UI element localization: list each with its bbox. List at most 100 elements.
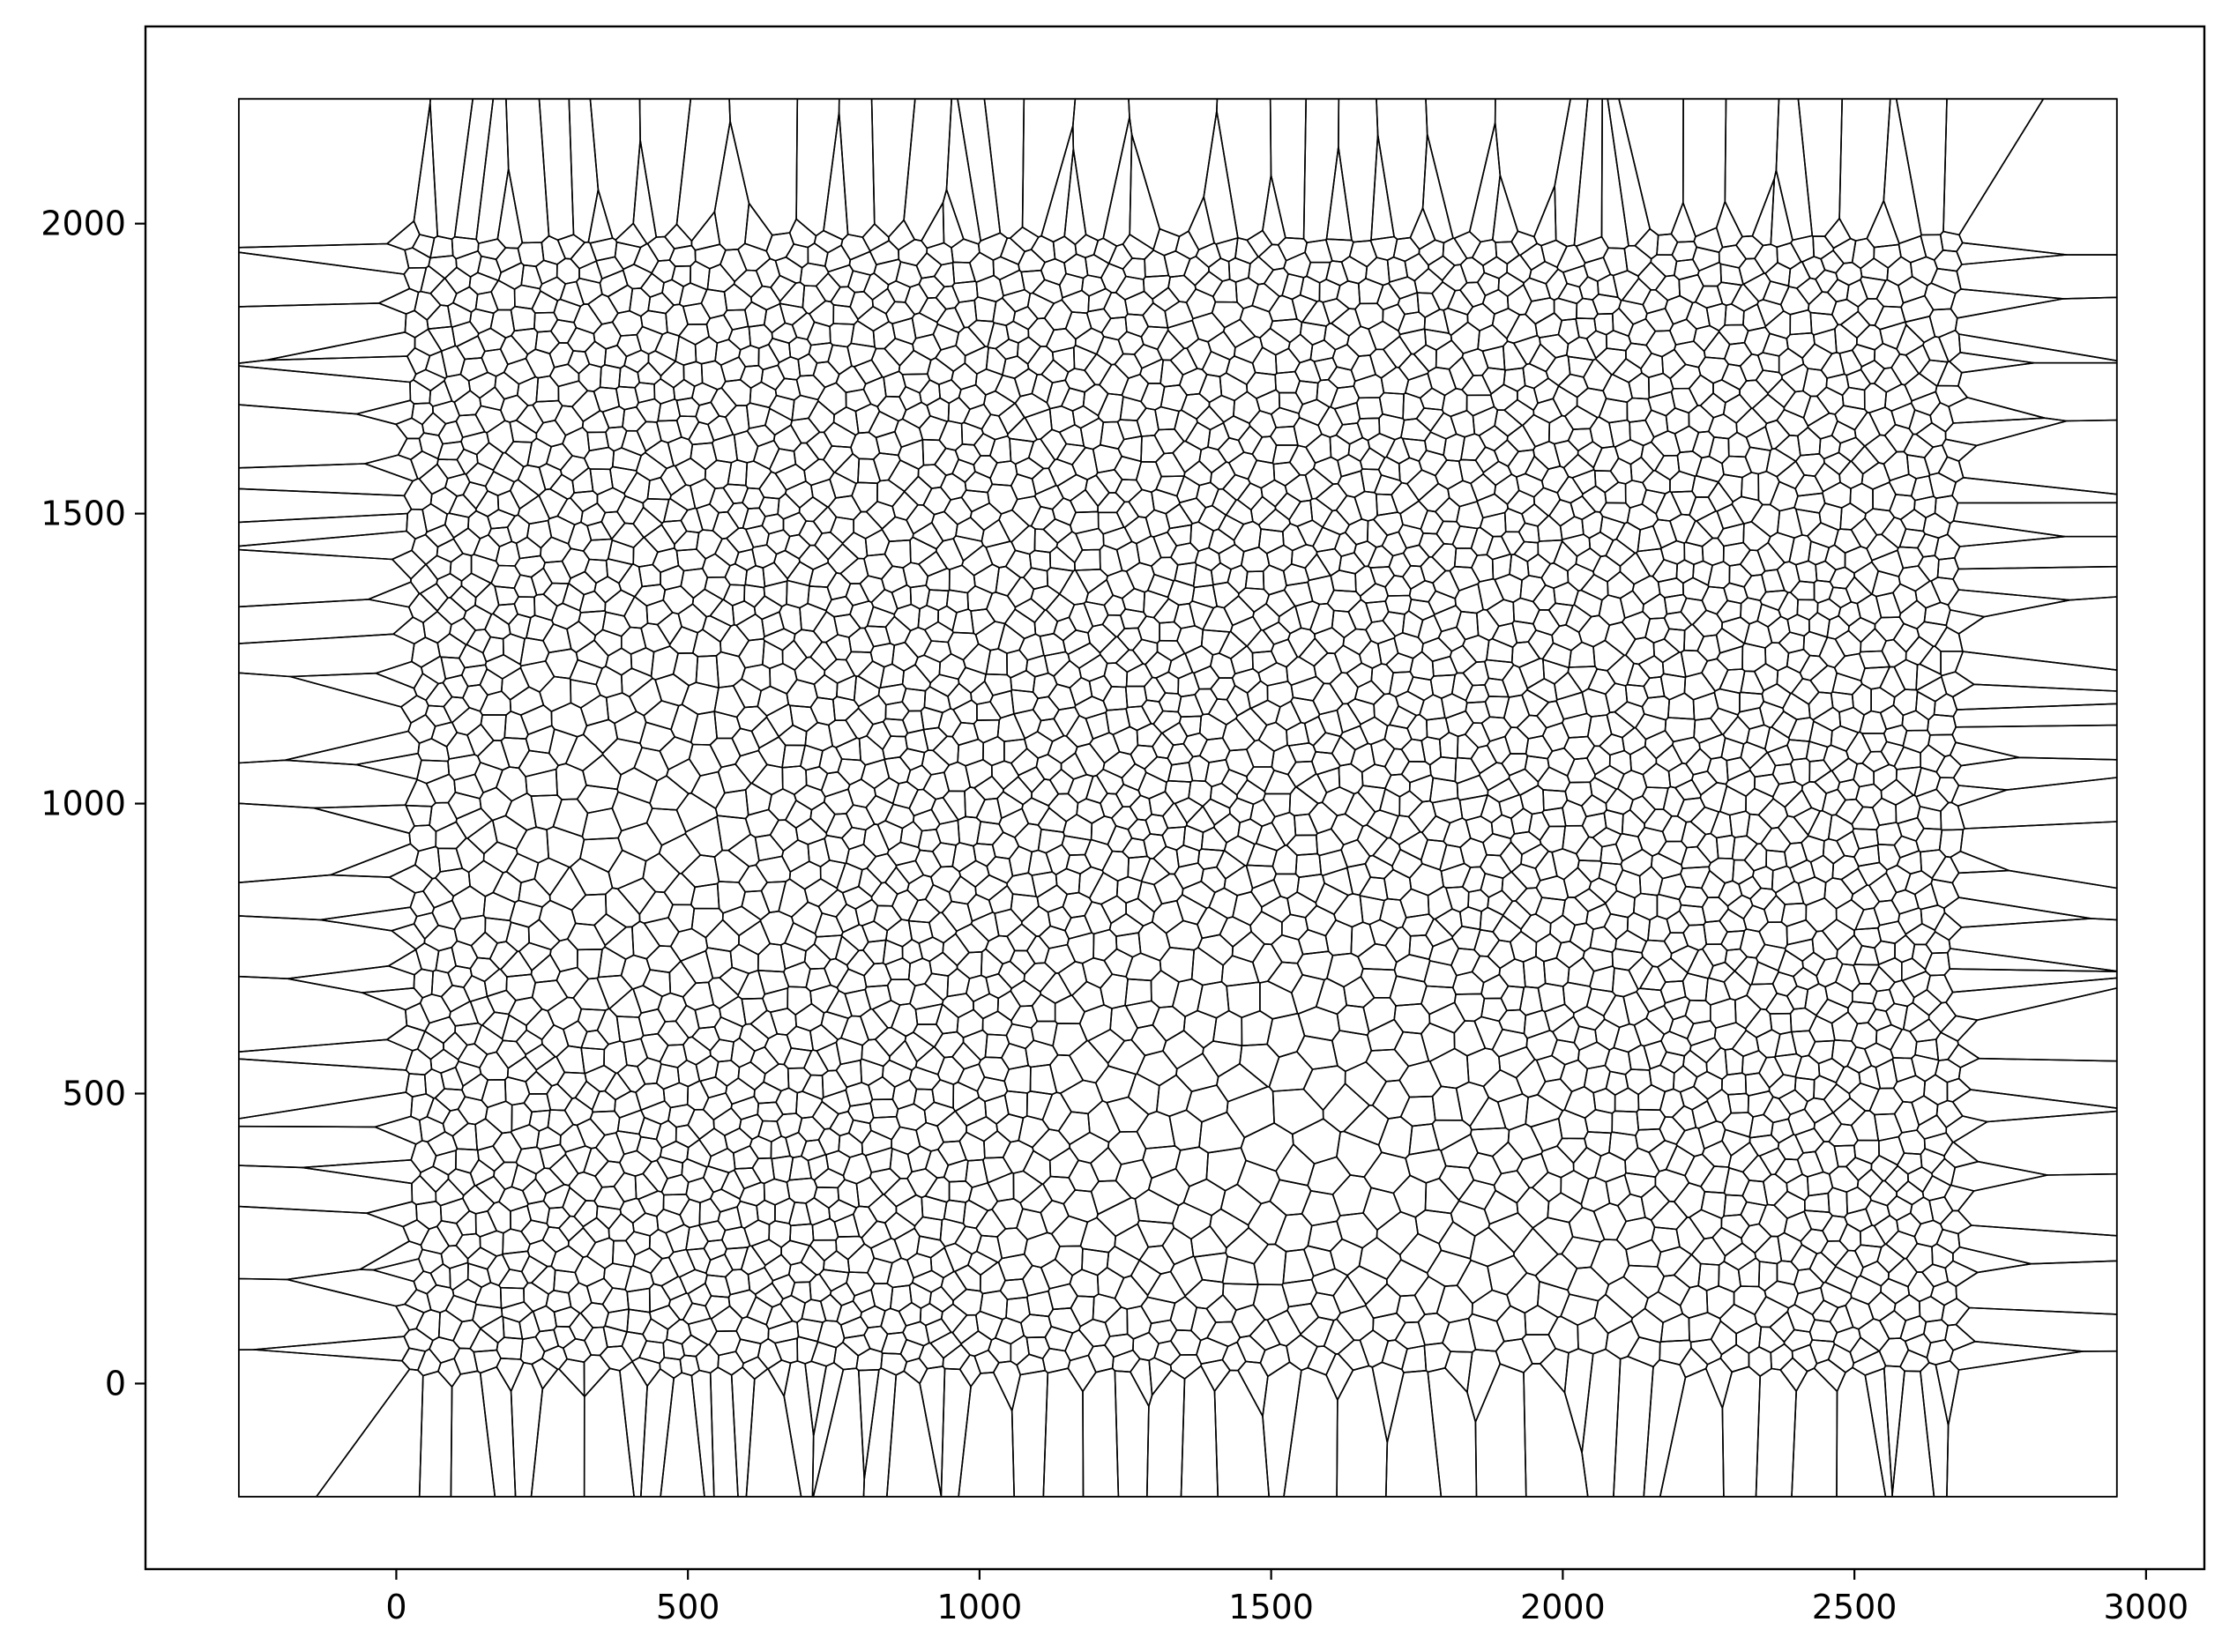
voronoi-cell [1001,288,1032,313]
voronoi-cell [1577,859,1603,883]
voronoi-cell [605,558,633,584]
voronoi-cell [1854,907,1881,931]
voronoi-cell [866,720,892,750]
voronoi-cell [479,668,503,696]
voronoi-cell [1825,373,1850,397]
voronoi-cell [1898,275,1928,304]
voronoi-cell [1823,451,1852,476]
voronoi-cell [1733,1285,1767,1315]
voronoi-cell [1580,573,1609,601]
voronoi-cell [1013,368,1038,398]
voronoi-cell [1209,1208,1249,1249]
voronoi-cell [657,398,682,422]
voronoi-cell [851,481,878,513]
voronoi-cell [1383,335,1413,368]
voronoi-cell [1096,1196,1140,1238]
voronoi-cell [891,781,919,809]
voronoi-cell [947,682,973,711]
voronoi-cell [1298,637,1329,667]
voronoi-cell [1726,1092,1749,1114]
voronoi-cell [1934,626,1964,652]
voronoi-cell [1597,273,1619,299]
voronoi-cell [1793,807,1821,836]
voronoi-cell [1675,559,1695,584]
voronoi-cell [1614,929,1647,954]
voronoi-cell [1178,715,1203,737]
voronoi-cell [753,1081,782,1105]
voronoi-cell [767,338,792,364]
voronoi-cell [1465,394,1495,417]
voronoi-cell [1272,461,1301,487]
voronoi-cell [1057,1111,1091,1146]
voronoi-cell [749,1009,779,1039]
voronoi-cell [253,1336,410,1362]
voronoi-cell [870,1283,894,1312]
voronoi-cell [1026,346,1055,376]
voronoi-cell [477,255,502,281]
voronoi-cell [1074,327,1105,355]
voronoi-cell [479,386,505,412]
voronoi-cell [534,1167,565,1194]
voronoi-cell [671,264,691,287]
voronoi-cell [616,333,642,358]
voronoi-cell [541,1226,570,1254]
voronoi-cell [1513,540,1540,562]
voronoi-cell [1651,852,1683,880]
voronoi-cell [660,564,685,591]
voronoi-cell [1511,620,1537,644]
voronoi-cell [1542,789,1569,812]
voronoi-cell [1865,1199,1890,1227]
voronoi-cell [404,247,431,269]
voronoi-cell [1540,562,1570,590]
voronoi-cell [455,1209,477,1236]
voronoi-cell [1599,515,1626,541]
voronoi-cell [1218,630,1248,659]
voronoi-cell [1833,1144,1856,1168]
voronoi-cell [1593,1293,1634,1335]
axes-spines [144,25,2206,1571]
voronoi-cell [424,350,448,379]
voronoi-cell [1063,148,1087,246]
voronoi-cell [727,833,760,867]
voronoi-cell [1569,922,1594,953]
voronoi-cell [1001,1042,1029,1070]
voronoi-cell [450,584,477,613]
voronoi-cell [1577,441,1603,469]
voronoi-cell [756,1199,776,1225]
voronoi-cell [1946,1077,1972,1103]
x-tick-label: 1500 [1228,1588,1314,1626]
voronoi-cell [1195,242,1222,268]
voronoi-cell [553,1325,577,1350]
voronoi-cell [492,815,528,850]
voronoi-cell [769,448,797,474]
voronoi-cell [1614,869,1642,899]
voronoi-cell [1934,912,1963,941]
voronoi-cell [1316,378,1338,408]
voronoi-cell [797,353,818,377]
voronoi-cell [1532,584,1556,611]
voronoi-cell [811,1100,839,1130]
voronoi-cell [807,585,832,612]
voronoi-cell [1474,446,1500,473]
voronoi-cell [1936,557,1959,580]
y-axis: 0 500 1000 1500 2000 [41,205,145,1403]
voronoi-cell [1639,965,1666,992]
voronoi-cell [496,489,521,517]
voronoi-cell [581,807,623,841]
voronoi-cell [1928,1196,1954,1225]
voronoi-cell [1890,402,1916,430]
voronoi-cell [405,804,433,827]
voronoi-cell [864,1147,893,1173]
voronoi-cell [502,1316,524,1340]
voronoi-cell [1726,756,1751,782]
voronoi-cell [901,939,923,964]
voronoi-cell [938,379,962,405]
voronoi-cell [1808,540,1831,566]
voronoi-cell [825,990,853,1019]
voronoi-cell [1813,1075,1838,1101]
voronoi-cell [1454,756,1481,785]
voronoi-cell [1693,227,1724,253]
voronoi-cell [1190,947,1224,986]
voronoi-cell [1085,474,1110,507]
voronoi-cell [1003,738,1028,764]
